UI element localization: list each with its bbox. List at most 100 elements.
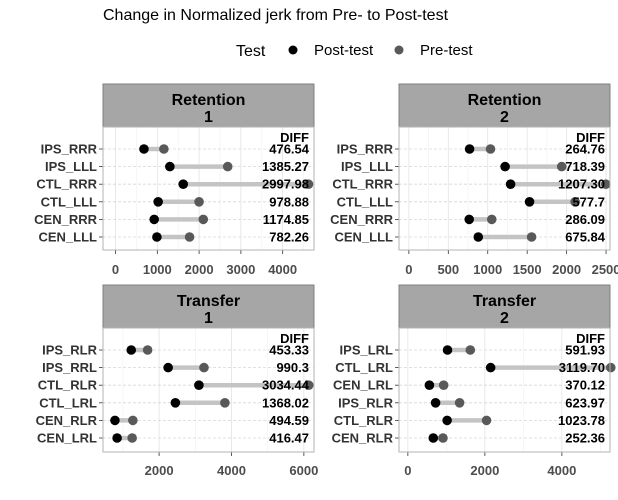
category-label: CEN_LLL [335, 230, 394, 245]
x-tick-label: 4000 [268, 262, 297, 277]
chart-title: Change in Normalized jerk from Pre- to P… [103, 7, 449, 24]
pre-test-point [303, 380, 314, 391]
pre-test-point [184, 232, 195, 242]
x-tick-label: 6000 [289, 463, 318, 478]
diff-value-label: 2997.98 [262, 177, 309, 192]
diff-value-label: 1174.85 [263, 212, 309, 227]
category-label: IPS_LLL [341, 159, 393, 174]
x-tick-label: 1500 [513, 262, 542, 277]
legend-key-pre-test [394, 45, 404, 55]
diff-value-label: 476.54 [269, 142, 310, 157]
pre-test-point [142, 345, 153, 355]
diff-value-label: 370.12 [565, 378, 605, 393]
diff-value-label: 264.76 [565, 142, 605, 157]
x-tick-label: 0 [405, 262, 412, 277]
pre-test-point [605, 362, 616, 373]
diff-header: DIFF [280, 331, 309, 346]
category-label: IPS_RRR [41, 142, 98, 157]
legend-label-pre-test: Pre-test [420, 42, 473, 59]
facet-strip-title: Retention [468, 92, 542, 109]
facet-strip-number: 1 [204, 310, 213, 327]
x-tick-label: 4000 [547, 463, 576, 478]
pre-test-point [438, 433, 448, 443]
pre-test-point [438, 380, 449, 391]
facet-strip [102, 83, 315, 128]
category-label: IPS_RRL [42, 360, 97, 375]
category-label: CEN_RLR [332, 431, 394, 446]
pre-test-point [601, 179, 611, 189]
post-test-point [194, 380, 204, 391]
facet-strip-number: 2 [500, 109, 509, 126]
post-test-point [153, 197, 163, 207]
facet-strip-title: Transfer [473, 293, 536, 310]
facet-strip-number: 1 [204, 109, 213, 126]
legend-key-post-test [288, 45, 298, 55]
category-label: IPS_RRR [337, 142, 394, 157]
x-tick-label: 0 [404, 463, 411, 478]
diff-value-label: 1368.02 [262, 395, 309, 410]
facet-strip-title: Transfer [177, 293, 240, 310]
category-label: CTL_LRL [39, 395, 97, 410]
category-label: IPS_LLL [45, 159, 97, 174]
post-test-point [505, 179, 516, 189]
diff-value-label: 978.88 [269, 194, 309, 209]
diff-value-label: 718.39 [565, 159, 605, 174]
x-tick-label: 1000 [473, 262, 502, 277]
plot-background [103, 127, 314, 250]
plot-background [399, 127, 610, 250]
post-test-point [500, 161, 510, 172]
pre-test-point [220, 398, 230, 408]
diff-value-label: 3119.70 [559, 360, 605, 375]
facet-strip-number: 2 [500, 310, 509, 327]
diff-header: DIFF [576, 130, 605, 145]
facet-strip-title: Retention [172, 92, 246, 109]
post-test-point [485, 362, 496, 373]
pre-test-point [303, 179, 314, 189]
diff-value-label: 990.3 [276, 360, 309, 375]
pre-test-point [481, 415, 492, 426]
category-label: CEN_LRL [37, 431, 97, 446]
panel-border [398, 126, 611, 251]
x-tick-label: 4000 [217, 463, 246, 478]
pre-test-point [485, 144, 496, 154]
category-label: CTL_RRR [332, 177, 393, 192]
post-test-point [442, 345, 453, 355]
pre-test-point [194, 197, 204, 207]
diff-value-label: 1023.78 [558, 413, 605, 428]
diff-value-label: 494.59 [269, 413, 309, 428]
x-tick-label: 2000 [470, 463, 499, 478]
post-test-point [464, 144, 475, 154]
facet-strip [398, 83, 611, 128]
diff-value-label: 623.97 [565, 395, 605, 410]
diff-value-label: 286.09 [565, 212, 605, 227]
post-test-point [149, 214, 159, 225]
post-test-point [524, 197, 535, 207]
pre-test-point [526, 232, 537, 242]
diff-header: DIFF [576, 331, 605, 346]
x-tick-label: 2500 [592, 262, 618, 277]
x-tick-label: 2000 [145, 463, 174, 478]
category-label: CTL_RLR [334, 413, 394, 428]
pre-test-point [198, 214, 209, 225]
post-test-point [139, 144, 149, 154]
diff-value-label: 1385.27 [262, 159, 309, 174]
diff-value-label: 782.26 [269, 230, 309, 245]
post-test-point [430, 398, 441, 408]
post-test-point [473, 232, 484, 242]
x-tick-label: 0 [112, 262, 119, 277]
category-label: CTL_LRL [335, 360, 393, 375]
category-label: IPS_RLR [42, 343, 98, 358]
pre-test-point [199, 362, 209, 373]
pre-test-point [454, 398, 465, 408]
plot-background [399, 328, 610, 452]
diff-header: DIFF [280, 130, 309, 145]
diff-value-label: 675.84 [565, 230, 606, 245]
diff-value-label: 416.47 [269, 431, 309, 446]
x-tick-label: 500 [437, 262, 459, 277]
pre-test-point [465, 345, 476, 355]
